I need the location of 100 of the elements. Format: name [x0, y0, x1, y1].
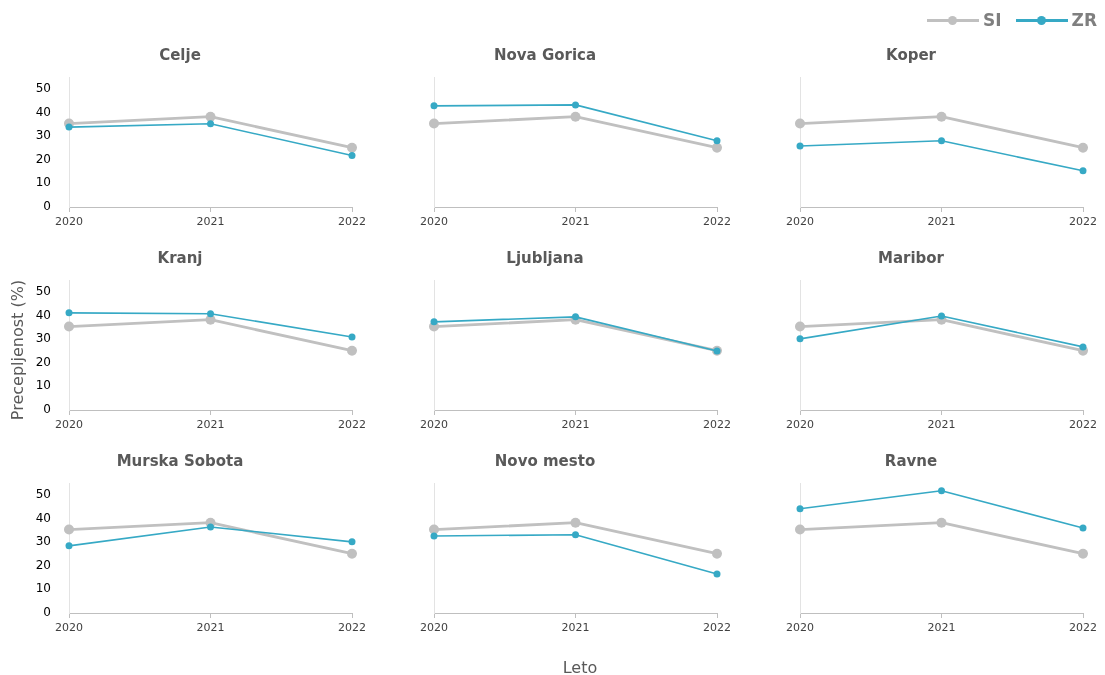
point — [712, 142, 722, 153]
point — [65, 123, 73, 131]
x-tick-label: 2020 — [55, 215, 83, 229]
x-tick-label: 2022 — [338, 215, 366, 229]
x-tick-label: 2022 — [703, 418, 731, 432]
point — [347, 548, 357, 559]
point — [207, 120, 214, 128]
point — [1079, 343, 1087, 351]
chart-title: Ljubljana — [506, 248, 584, 267]
y-tick-label: 30 — [35, 331, 51, 346]
point — [430, 532, 438, 540]
x-tick-label: 2022 — [1069, 418, 1097, 432]
point — [796, 142, 804, 150]
point — [572, 101, 579, 109]
point — [1078, 548, 1088, 559]
x-tick-label: 2021 — [561, 215, 590, 229]
point — [65, 542, 73, 550]
y-axis-title: Precepljenost (%) — [7, 279, 27, 421]
x-tick-label: 2021 — [927, 215, 956, 229]
point — [795, 524, 805, 535]
chart-title: Celje — [159, 45, 201, 64]
y-tick-label: 20 — [35, 151, 51, 166]
y-tick-label: 50 — [35, 486, 51, 501]
point — [572, 313, 579, 321]
point — [936, 517, 947, 528]
x-tick-label: 2020 — [55, 621, 83, 635]
point — [712, 548, 722, 559]
point — [938, 312, 945, 320]
x-tick-label: 2022 — [338, 418, 366, 432]
x-tick-label: 2020 — [420, 621, 448, 635]
point — [936, 111, 947, 122]
point — [572, 531, 579, 539]
point — [430, 318, 438, 326]
point — [205, 111, 216, 122]
x-tick-label: 2021 — [927, 418, 956, 432]
y-tick-label: 20 — [35, 557, 51, 572]
y-tick-label: 0 — [43, 605, 51, 620]
y-tick-label: 30 — [35, 128, 51, 143]
chart-title: Maribor — [877, 248, 945, 267]
y-tick-label: 20 — [35, 354, 51, 369]
point — [348, 538, 356, 546]
point — [713, 570, 721, 578]
point — [348, 333, 356, 341]
point — [795, 118, 805, 129]
x-tick-label: 2021 — [561, 621, 590, 635]
y-tick-label: 40 — [35, 104, 51, 119]
point — [938, 487, 945, 495]
x-axis-title: Leto — [562, 657, 598, 675]
chart-title: Kranj — [157, 248, 203, 267]
chart-title: Koper — [886, 45, 937, 64]
x-tick-label: 2021 — [561, 418, 590, 432]
x-tick-label: 2022 — [703, 215, 731, 229]
point — [207, 310, 214, 318]
x-tick-label: 2020 — [786, 215, 814, 229]
y-tick-label: 0 — [43, 402, 51, 417]
y-tick-label: 30 — [35, 534, 51, 549]
point — [570, 517, 581, 528]
x-tick-label: 2022 — [1069, 621, 1097, 635]
x-tick-label: 2020 — [420, 215, 448, 229]
x-tick-label: 2022 — [1069, 215, 1097, 229]
point — [64, 524, 74, 535]
point — [795, 321, 805, 332]
x-tick-label: 2022 — [703, 621, 731, 635]
y-tick-label: 40 — [35, 307, 51, 322]
point — [1079, 524, 1087, 532]
point — [796, 335, 804, 343]
legend-label: SI — [983, 10, 1002, 30]
x-tick-label: 2020 — [55, 418, 83, 432]
x-tick-label: 2021 — [196, 215, 225, 229]
chart-title: Novo mesto — [494, 451, 596, 470]
x-tick-label: 2021 — [927, 621, 956, 635]
point — [570, 111, 581, 122]
point — [1079, 167, 1087, 175]
chart-title: Ravne — [884, 451, 938, 470]
y-tick-label: 40 — [35, 510, 51, 525]
point — [713, 137, 721, 145]
point — [938, 137, 945, 145]
point — [796, 505, 804, 513]
point — [64, 321, 74, 332]
y-tick-label: 50 — [35, 80, 51, 95]
point — [347, 345, 357, 356]
chart-title: Murska Sobota — [116, 451, 244, 470]
y-tick-label: 0 — [43, 199, 51, 214]
legend-label: ZR — [1071, 10, 1097, 30]
x-tick-label: 2022 — [338, 621, 366, 635]
y-tick-label: 10 — [35, 175, 51, 190]
chart-title: Nova Gorica — [493, 45, 597, 64]
y-tick-label: 10 — [35, 581, 51, 596]
x-tick-label: 2020 — [786, 418, 814, 432]
point — [347, 142, 357, 153]
point — [65, 309, 73, 317]
y-tick-label: 50 — [35, 283, 51, 298]
point — [430, 102, 438, 110]
point — [348, 151, 356, 159]
point — [207, 523, 214, 531]
x-tick-label: 2020 — [786, 621, 814, 635]
x-tick-label: 2020 — [420, 418, 448, 432]
y-tick-label: 10 — [35, 378, 51, 393]
x-tick-label: 2021 — [196, 418, 225, 432]
point — [1078, 142, 1088, 153]
